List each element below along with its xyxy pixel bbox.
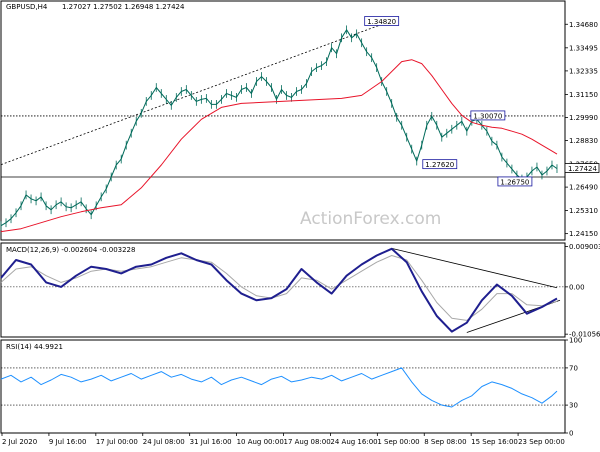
x-axis-label: 1 Sep 00:00 <box>377 438 419 446</box>
rsi-axis-label: 0 <box>569 430 573 438</box>
x-axis-label: 31 Jul 16:00 <box>190 438 232 446</box>
price-header-ohlc: 1.27027 1.27502 1.26948 1.27424 <box>62 3 185 11</box>
price-label-box <box>497 176 533 187</box>
label-layer: 1.34820 1.30070 1.27620 1.26750 <box>364 16 533 187</box>
rsi-line <box>0 367 558 408</box>
price-label-text: 1.34820 <box>367 18 396 26</box>
price-trendline <box>0 21 390 166</box>
series-layer <box>0 25 558 408</box>
price-label-text: 1.30070 <box>473 112 502 120</box>
x-axis-label: 2 Jul 2020 <box>2 438 37 446</box>
price-axis-label: 1.29990 <box>569 114 598 122</box>
macd-signal-line <box>0 255 558 321</box>
macd-label: MACD(12,26,9) -0.002604 -0.003228 <box>6 246 135 254</box>
grid-layer <box>0 21 565 406</box>
x-axis-label: 24 Jul 08:00 <box>143 438 185 446</box>
macd-axis-label: 0.00 <box>569 283 585 291</box>
macd-axis-label: 0.009003 <box>569 243 600 251</box>
rsi-label: RSI(14) 44.9921 <box>6 343 63 351</box>
price-panel-frame <box>0 0 566 241</box>
current-price-box <box>564 163 600 173</box>
price-axis-label: 1.31150 <box>569 91 598 99</box>
x-axis-label: 9 Jul 16:00 <box>49 438 87 446</box>
price-label-text: 1.27620 <box>425 161 454 169</box>
rsi-axis-label: 100 <box>569 337 582 345</box>
axis-layer: 1.34680 1.33495 1.32335 1.31150 1.29990 1.288… <box>1 21 600 446</box>
x-axis-label: 23 Sep 00:00 <box>518 438 565 446</box>
price-axis-label: 1.24150 <box>569 230 598 238</box>
rsi-axis-label: 30 <box>569 402 578 410</box>
x-axis-label: 10 Aug 00:00 <box>237 438 284 446</box>
rsi-axis-label: 70 <box>569 364 578 372</box>
price-label-box <box>470 110 506 121</box>
price-axis-label: 1.26490 <box>569 184 598 192</box>
rsi-panel-frame <box>0 339 566 434</box>
price-moving-average <box>0 59 558 233</box>
price-axis-label: 1.34680 <box>569 21 598 29</box>
price-label-box <box>364 16 400 26</box>
price-axis-label: 1.28830 <box>569 137 598 145</box>
price-axis-label: 1.33495 <box>569 44 598 52</box>
price-header-symbol: GBPUSD,H4 <box>6 3 48 11</box>
macd-panel-frame <box>0 242 566 338</box>
price-label-text: 1.26750 <box>500 178 529 186</box>
x-axis-label: 17 Aug 08:00 <box>284 438 331 446</box>
x-axis-label: 8 Sep 08:00 <box>424 438 466 446</box>
price-axis-label: 1.32335 <box>569 67 598 75</box>
price-series <box>0 29 558 227</box>
price-label-box <box>422 159 458 170</box>
macd-axis-label: -0.010566 <box>569 331 600 339</box>
price-axis-label: 1.25310 <box>569 207 598 215</box>
current-price-label: 1.27424 <box>568 165 597 173</box>
x-axis-label: 24 Aug 16:00 <box>330 438 377 446</box>
x-axis-label: 15 Sep 16:00 <box>471 438 518 446</box>
x-axis-label: 17 Jul 00:00 <box>96 438 138 446</box>
macd-line <box>0 247 558 333</box>
macd-trendline <box>391 247 558 289</box>
watermark: ActionForex.com <box>300 209 441 229</box>
